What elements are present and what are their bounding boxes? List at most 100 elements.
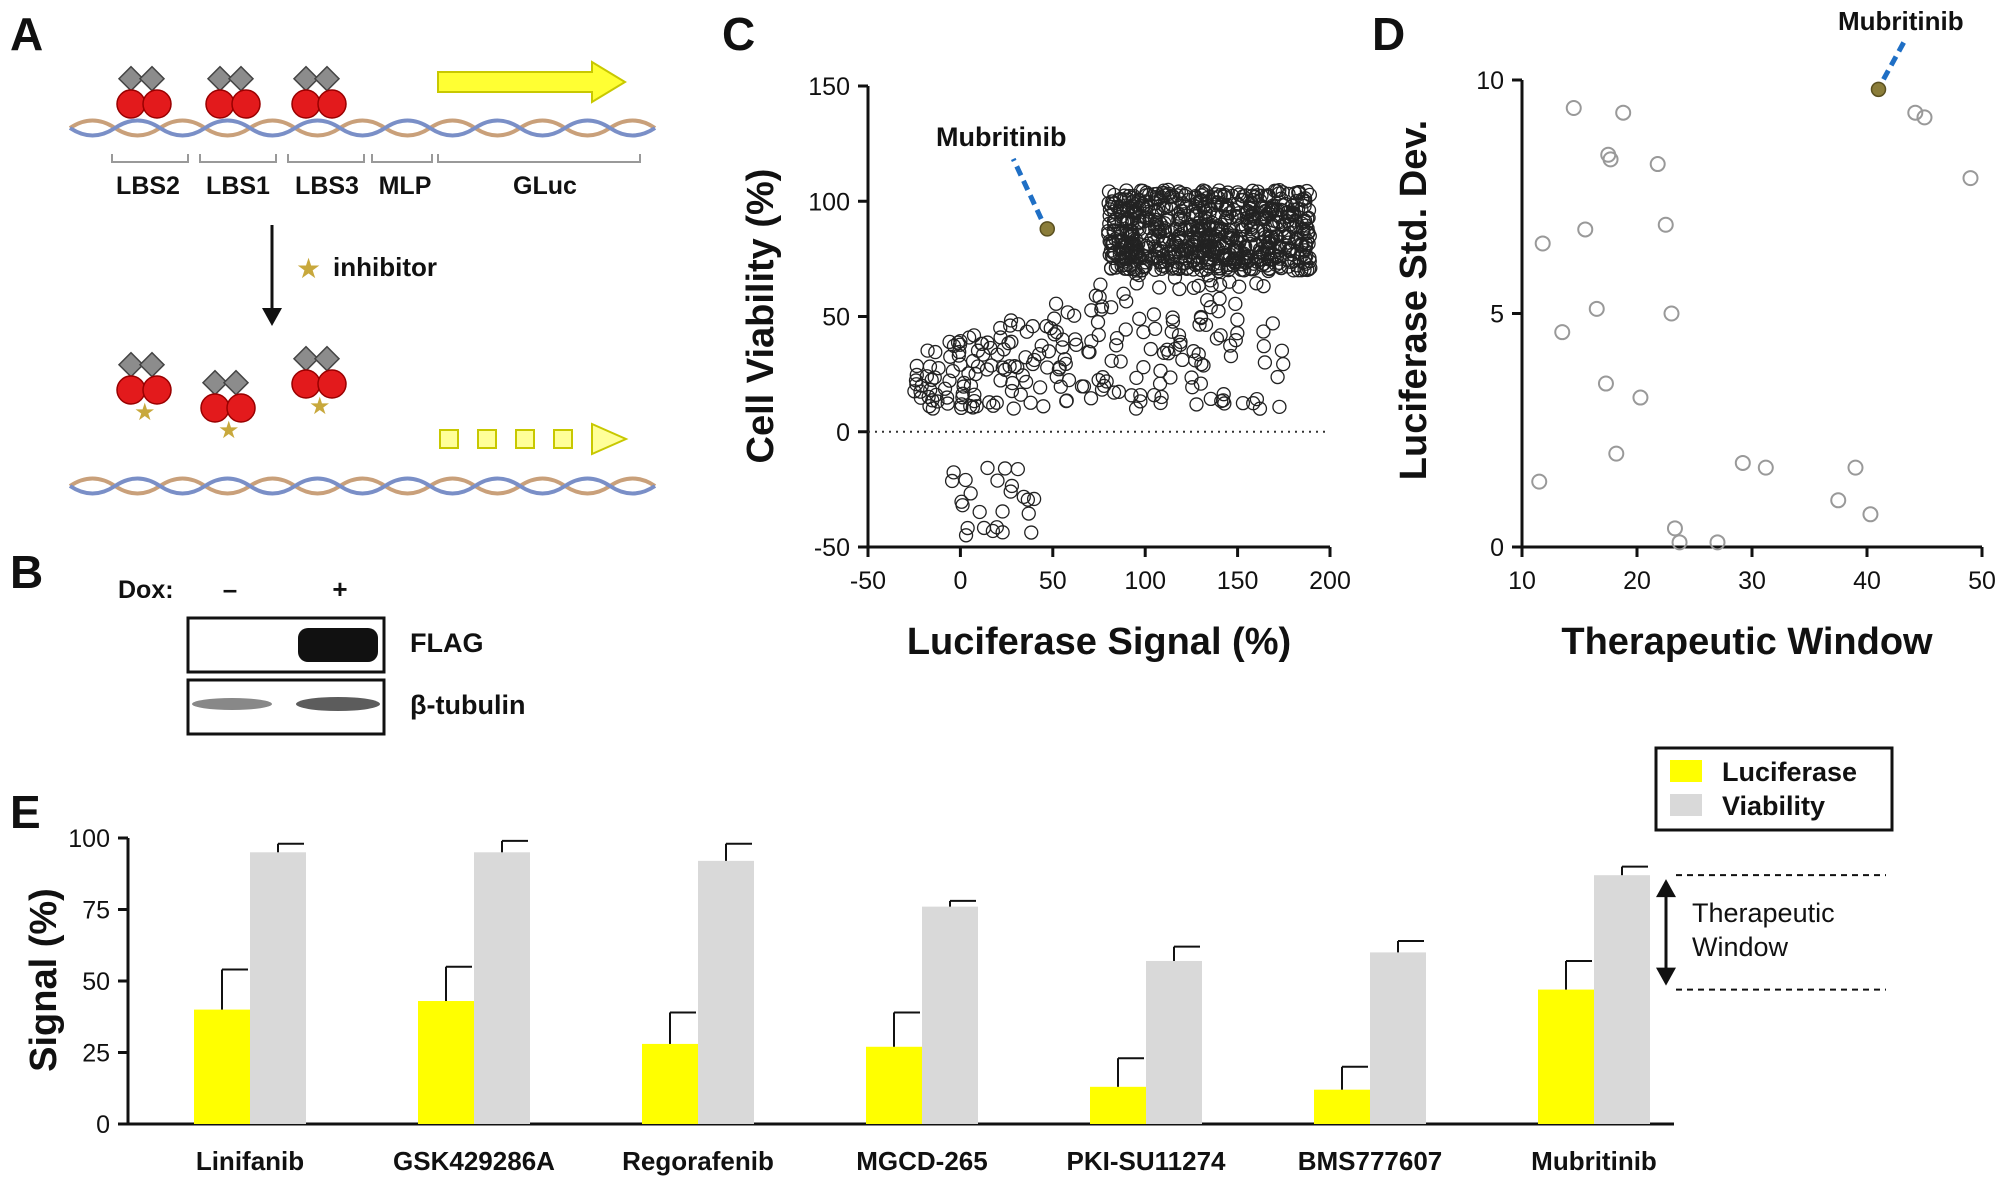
d-data-point bbox=[1632, 389, 1649, 406]
c-data-point bbox=[1067, 308, 1082, 323]
c-data-point bbox=[937, 381, 953, 396]
c-x-tick-label: 100 bbox=[1124, 567, 1166, 595]
c-data-point bbox=[1154, 241, 1169, 256]
c-data-point bbox=[1156, 198, 1171, 213]
c-data-point bbox=[1153, 395, 1168, 411]
c-data-point bbox=[1132, 311, 1147, 326]
c-data-point bbox=[1173, 221, 1188, 236]
c-data-point bbox=[1060, 305, 1075, 320]
dna-strand-bottom bbox=[68, 476, 657, 496]
dox-minus: – bbox=[223, 574, 237, 604]
c-data-point bbox=[1172, 192, 1187, 207]
c-data-point bbox=[1036, 399, 1051, 414]
c-data-point bbox=[1186, 280, 1201, 295]
d-y-tick-label: 10 bbox=[1476, 67, 1504, 95]
c-data-point bbox=[1128, 266, 1143, 281]
e-category-label: Regorafenib bbox=[622, 1146, 774, 1176]
d-data-point bbox=[1531, 473, 1548, 490]
c-data-point bbox=[1275, 198, 1291, 213]
dox-plus: + bbox=[332, 574, 347, 604]
c-data-point bbox=[1004, 383, 1020, 399]
c-data-point bbox=[1301, 203, 1317, 218]
c-mubritinib-leader bbox=[1010, 157, 1044, 220]
c-data-point bbox=[970, 359, 986, 374]
segment-label-lbs2: LBS2 bbox=[116, 172, 180, 200]
d-data-point bbox=[1734, 454, 1751, 471]
c-data-point bbox=[1203, 238, 1218, 253]
c-data-point bbox=[1090, 314, 1106, 330]
c-data-point bbox=[1131, 214, 1147, 229]
c-data-point bbox=[1252, 401, 1268, 416]
c-data-point bbox=[950, 335, 966, 350]
d-mubritinib-leader bbox=[1881, 36, 1909, 81]
c-data-point bbox=[1150, 219, 1165, 234]
c-data-point bbox=[1003, 318, 1018, 333]
c-data-point bbox=[956, 375, 972, 391]
d-data-point bbox=[1962, 170, 1979, 187]
c-data-point bbox=[972, 504, 987, 520]
d-mubritinib-label: Mubritinib bbox=[1838, 6, 1964, 36]
e-bar-viability bbox=[1594, 875, 1650, 1124]
c-data-point bbox=[1048, 296, 1064, 311]
e-category-label: Mubritinib bbox=[1531, 1146, 1657, 1176]
c-data-point bbox=[1207, 197, 1223, 213]
c-data-point bbox=[1025, 319, 1040, 334]
e-bar-luciferase bbox=[642, 1043, 698, 1124]
c-data-point bbox=[1185, 380, 1200, 395]
c-data-point bbox=[1041, 344, 1057, 359]
c-data-point bbox=[1257, 355, 1273, 370]
c-data-point bbox=[1246, 261, 1261, 277]
c-data-point bbox=[1034, 338, 1049, 353]
star-icon: ★ bbox=[296, 253, 321, 284]
e-y-axis-title: Signal (%) bbox=[23, 888, 65, 1072]
c-data-point bbox=[931, 361, 946, 376]
complex-top-3 bbox=[291, 65, 347, 119]
panel-d-scatter: 10 20 30 40 50 0 5 10 Mubritinib Therapeutic Wi… bbox=[1393, 6, 1996, 663]
c-data-point bbox=[1021, 506, 1036, 521]
e-y-tick-label: 25 bbox=[82, 1040, 110, 1068]
c-data-point bbox=[1303, 260, 1318, 276]
c-data-point bbox=[913, 384, 928, 399]
c-data-point bbox=[1203, 300, 1218, 315]
c-data-point bbox=[1047, 311, 1062, 326]
c-data-point bbox=[1296, 222, 1311, 237]
c-data-point bbox=[1280, 238, 1295, 253]
c-data-point bbox=[1165, 310, 1180, 325]
c-data-point bbox=[1203, 273, 1218, 288]
e-y-tick-label: 50 bbox=[82, 968, 110, 996]
e-bar-viability bbox=[1370, 952, 1426, 1124]
complex-top-1 bbox=[116, 65, 172, 119]
c-data-point bbox=[1220, 260, 1235, 275]
c-data-point bbox=[1112, 200, 1128, 215]
c-data-point bbox=[1217, 251, 1232, 266]
c-data-point bbox=[1096, 378, 1112, 394]
c-data-point bbox=[1095, 370, 1110, 385]
e-y-tick-label: 0 bbox=[96, 1111, 110, 1139]
c-data-point bbox=[1216, 387, 1231, 402]
d-data-point bbox=[1565, 100, 1582, 117]
c-data-point bbox=[1226, 202, 1241, 218]
c-data-point bbox=[1110, 257, 1125, 273]
c-data-point bbox=[1163, 370, 1178, 385]
d-y-axis-title: Luciferase Std. Dev. bbox=[1393, 120, 1435, 480]
c-data-point bbox=[993, 373, 1008, 388]
c-data-point bbox=[1245, 183, 1260, 198]
d-mubritinib-point bbox=[1870, 81, 1887, 98]
c-data-point bbox=[1040, 360, 1055, 375]
segment-label-lbs1: LBS1 bbox=[206, 172, 270, 200]
d-data-point bbox=[1554, 324, 1571, 341]
c-data-point bbox=[1203, 391, 1218, 407]
e-bar-luciferase bbox=[1538, 989, 1594, 1124]
c-data-point bbox=[979, 362, 995, 377]
d-points bbox=[1531, 100, 1979, 551]
c-data-point bbox=[1147, 321, 1163, 336]
c-data-point bbox=[913, 390, 928, 405]
c-data-point bbox=[1055, 340, 1070, 355]
panel-letter-c: C bbox=[722, 8, 755, 60]
c-data-point bbox=[1127, 207, 1143, 222]
c-data-point bbox=[1133, 387, 1148, 403]
c-data-point bbox=[1189, 397, 1204, 412]
c-data-point bbox=[1104, 353, 1119, 369]
inhibitor-label: inhibitor bbox=[333, 252, 437, 282]
c-data-point bbox=[1210, 195, 1225, 210]
